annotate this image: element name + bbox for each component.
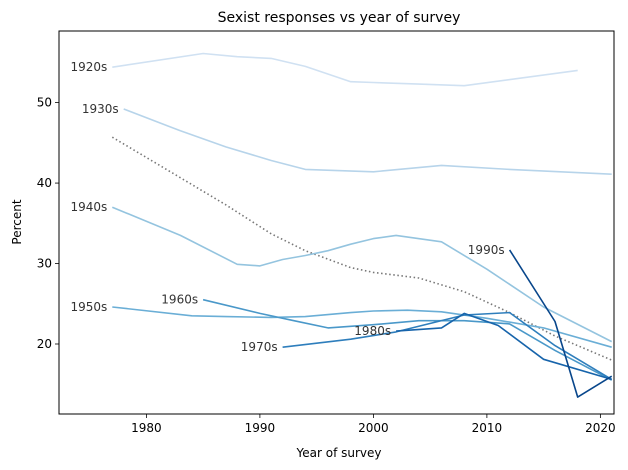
series-line-1940s (111, 206, 613, 343)
series-label-1940s: 1940s (71, 200, 108, 214)
series-label-1920s: 1920s (71, 60, 108, 74)
series-label-1950s: 1950s (71, 300, 108, 314)
series-line-1980s (396, 312, 612, 381)
x-tick-label: 2020 (585, 421, 616, 435)
plot-frame (58, 30, 615, 415)
series-line-1920s (112, 52, 578, 87)
series-label-1990s: 1990s (468, 243, 505, 257)
series-label-1960s: 1960s (161, 293, 198, 307)
axis-ticks: 1920s 1930s 1940s 1950s 1960s 1970s 1980s 1990s… (37, 60, 616, 435)
series-line-1930s (123, 108, 612, 175)
series-line-1950s (112, 306, 612, 348)
y-tick-label: 30 (37, 257, 52, 271)
chart-title: Sexist responses vs year of survey (218, 10, 461, 26)
y-tick-label: 50 (37, 96, 52, 110)
series-label-1930s: 1930s (82, 102, 119, 116)
y-axis-label: Percent (10, 199, 24, 244)
y-tick-label: 40 (37, 176, 52, 190)
series-label-1980s: 1980s (354, 324, 391, 338)
series-line-1990s (508, 249, 613, 398)
series-line-1960s (202, 298, 613, 381)
series-line-1970s (282, 311, 613, 381)
x-tick-label: 1990 (245, 421, 276, 435)
trend-line (111, 136, 613, 361)
x-axis-label: Year of survey (296, 446, 382, 460)
x-tick-label: 1980 (131, 421, 162, 435)
plot-area (111, 52, 613, 398)
x-tick-label: 2010 (472, 421, 503, 435)
series-label-1970s: 1970s (241, 340, 278, 354)
x-tick-label: 2000 (358, 421, 389, 435)
y-tick-label: 20 (37, 337, 52, 351)
